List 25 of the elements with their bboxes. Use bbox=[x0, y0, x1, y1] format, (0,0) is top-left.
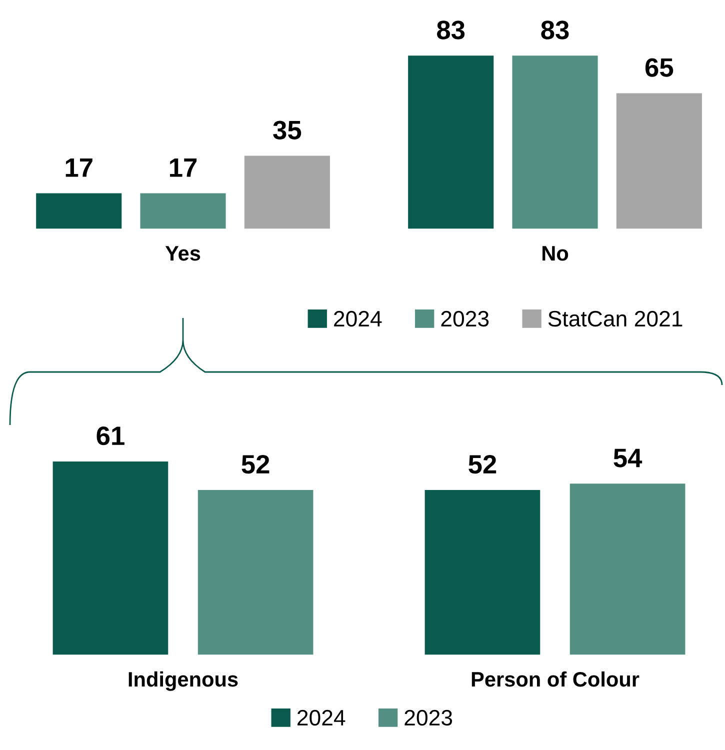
x-tick-label: Person of Colour bbox=[472, 671, 640, 687]
data-label: 52 bbox=[468, 454, 496, 474]
legend-label: 2023 bbox=[441, 310, 489, 327]
bar bbox=[512, 56, 598, 229]
bar bbox=[36, 193, 122, 229]
data-label: 65 bbox=[645, 58, 674, 77]
bar bbox=[244, 156, 330, 229]
legend-label: 2023 bbox=[404, 710, 452, 726]
x-tick-label: Yes bbox=[165, 246, 200, 261]
x-tick-label: Indigenous bbox=[128, 671, 238, 691]
legend-label: 2024 bbox=[334, 310, 382, 327]
legend-label: 2024 bbox=[298, 710, 346, 726]
data-label: 61 bbox=[96, 426, 124, 446]
data-label: 52 bbox=[242, 454, 270, 474]
bar bbox=[616, 93, 702, 229]
bar bbox=[140, 193, 226, 229]
data-label: 35 bbox=[273, 120, 302, 140]
legend-label: StatCan 2021 bbox=[548, 310, 682, 327]
data-label: 17 bbox=[66, 158, 92, 177]
data-label: 17 bbox=[170, 158, 197, 177]
data-label: 54 bbox=[614, 448, 642, 468]
bar bbox=[408, 56, 494, 229]
data-label: 83 bbox=[437, 20, 465, 40]
x-tick-label: No bbox=[542, 246, 568, 261]
data-label: 83 bbox=[541, 20, 569, 40]
